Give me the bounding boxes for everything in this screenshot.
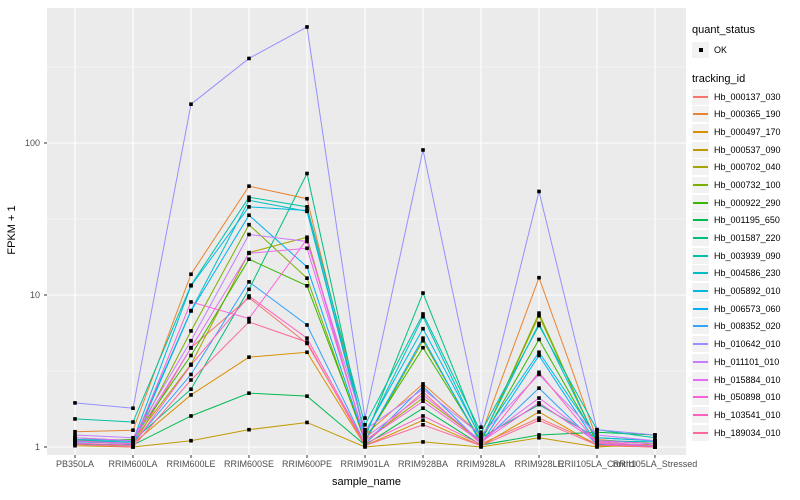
legend-quant-status-title: quant_status <box>692 24 755 36</box>
line-swatch-icon <box>692 371 709 388</box>
x-tick-label: RRIM600LA <box>108 459 158 469</box>
x-tick-label: RRIM928LA <box>456 459 506 469</box>
y-axis-title: FPKM + 1 <box>6 205 18 255</box>
line-swatch-icon <box>692 106 709 123</box>
x-tick-label: PB350LA <box>55 459 95 469</box>
legend-tracking-id-title: tracking_id <box>692 72 746 85</box>
legend: quant_status OK tracking_id Hb_000137_03… <box>692 24 798 441</box>
x-tick-label: RRIM600LE <box>166 459 216 469</box>
legend-item-label: Hb_006573_060 <box>714 303 781 314</box>
legend-item-Hb_010642_010: Hb_010642_010 <box>692 335 798 353</box>
legend-item-Hb_000702_040: Hb_000702_040 <box>692 158 798 176</box>
legend-item-Hb_050898_010: Hb_050898_010 <box>692 388 798 406</box>
legend-item-Hb_000537_090: Hb_000537_090 <box>692 141 798 159</box>
line-swatch-icon <box>692 389 709 406</box>
line-swatch-icon <box>692 318 709 335</box>
line-swatch-icon <box>692 300 709 317</box>
legend-item-label: Hb_000537_090 <box>714 144 781 155</box>
y-tick-label: 100 <box>24 138 40 148</box>
legend-item-Hb_000365_190: Hb_000365_190 <box>692 105 798 123</box>
legend-item-Hb_006573_060: Hb_006573_060 <box>692 300 798 318</box>
line-swatch-icon <box>692 159 709 176</box>
legend-quant-status: quant_status OK <box>692 24 798 59</box>
line-swatch-icon <box>692 88 709 105</box>
legend-item-label: Hb_015884_010 <box>714 374 781 385</box>
line-swatch-icon <box>692 283 709 300</box>
x-tick-label: RRIM600PE <box>281 459 333 469</box>
legend-item-Hb_000497_170: Hb_000497_170 <box>692 123 798 141</box>
legend-item-label: Hb_001587_220 <box>714 233 781 244</box>
legend-item-label: Hb_001195_650 <box>714 215 780 226</box>
line-swatch-icon <box>692 406 709 423</box>
legend-item-label: Hb_005892_010 <box>714 286 781 297</box>
legend-item-ok: OK <box>692 41 798 59</box>
x-axis-title: sample_name <box>331 476 402 488</box>
line-swatch-icon <box>692 194 709 211</box>
legend-item-Hb_004586_230: Hb_004586_230 <box>692 265 798 283</box>
legend-item-Hb_008352_020: Hb_008352_020 <box>692 318 798 336</box>
x-tick-label: RRIM928BA <box>397 459 449 469</box>
line-swatch-icon <box>692 353 709 370</box>
line-swatch-icon <box>692 176 709 193</box>
point-marker-icon <box>692 41 709 58</box>
legend-item-Hb_001195_650: Hb_001195_650 <box>692 212 798 230</box>
legend-item-Hb_015884_010: Hb_015884_010 <box>692 371 798 389</box>
y-tick-label: 1 <box>34 442 40 452</box>
legend-item-label: Hb_011101_010 <box>714 356 780 367</box>
legend-item-label: Hb_003939_090 <box>714 250 781 261</box>
x-tick-label: RRIM600SE <box>223 459 275 469</box>
x-tick-label: RRIM901LA <box>340 459 390 469</box>
legend-item-Hb_000732_100: Hb_000732_100 <box>692 176 798 194</box>
legend-item-ok-label: OK <box>714 44 728 55</box>
legend-item-label: Hb_010642_010 <box>714 339 781 350</box>
legend-item-label: Hb_189034_010 <box>714 427 781 438</box>
x-tick-label: RRII105LA_Control <box>557 459 637 469</box>
x-tick-label: RRII105LA_Stressed <box>612 459 698 469</box>
legend-item-label: Hb_000137_030 <box>714 91 781 102</box>
line-swatch-icon <box>692 230 709 247</box>
legend-item-label: Hb_000922_290 <box>714 197 781 208</box>
legend-item-label: Hb_050898_010 <box>714 392 781 403</box>
legend-item-Hb_189034_010: Hb_189034_010 <box>692 424 798 442</box>
legend-item-label: Hb_103541_010 <box>714 409 781 420</box>
legend-tracking-id: tracking_id Hb_000137_030 Hb_000365_190 Hb… <box>692 73 798 442</box>
legend-item-Hb_000137_030: Hb_000137_030 <box>692 88 798 106</box>
legend-item-label: Hb_000702_040 <box>714 162 781 173</box>
line-swatch-icon <box>692 141 709 158</box>
legend-item-Hb_005892_010: Hb_005892_010 <box>692 282 798 300</box>
legend-item-Hb_000922_290: Hb_000922_290 <box>692 194 798 212</box>
legend-item-Hb_001587_220: Hb_001587_220 <box>692 229 798 247</box>
legend-item-label: Hb_000732_100 <box>714 179 781 190</box>
legend-item-label: Hb_000365_190 <box>714 109 781 120</box>
legend-item-label: Hb_000497_170 <box>714 126 781 137</box>
line-swatch-icon <box>692 247 709 264</box>
line-swatch-icon <box>692 336 709 353</box>
line-swatch-icon <box>692 123 709 140</box>
legend-item-Hb_103541_010: Hb_103541_010 <box>692 406 798 424</box>
legend-item-label: Hb_004586_230 <box>714 268 781 279</box>
x-tick-label: RRIM928LE <box>514 459 564 469</box>
legend-item-Hb_011101_010: Hb_011101_010 <box>692 353 798 371</box>
line-swatch-icon <box>692 212 709 229</box>
line-swatch-icon <box>692 424 709 441</box>
y-tick-label: 10 <box>29 290 40 300</box>
legend-item-Hb_003939_090: Hb_003939_090 <box>692 247 798 265</box>
legend-tracking-id-rows: Hb_000137_030 Hb_000365_190 Hb_000497_170 H… <box>692 88 798 442</box>
legend-item-label: Hb_008352_020 <box>714 321 781 332</box>
line-swatch-icon <box>692 265 709 282</box>
